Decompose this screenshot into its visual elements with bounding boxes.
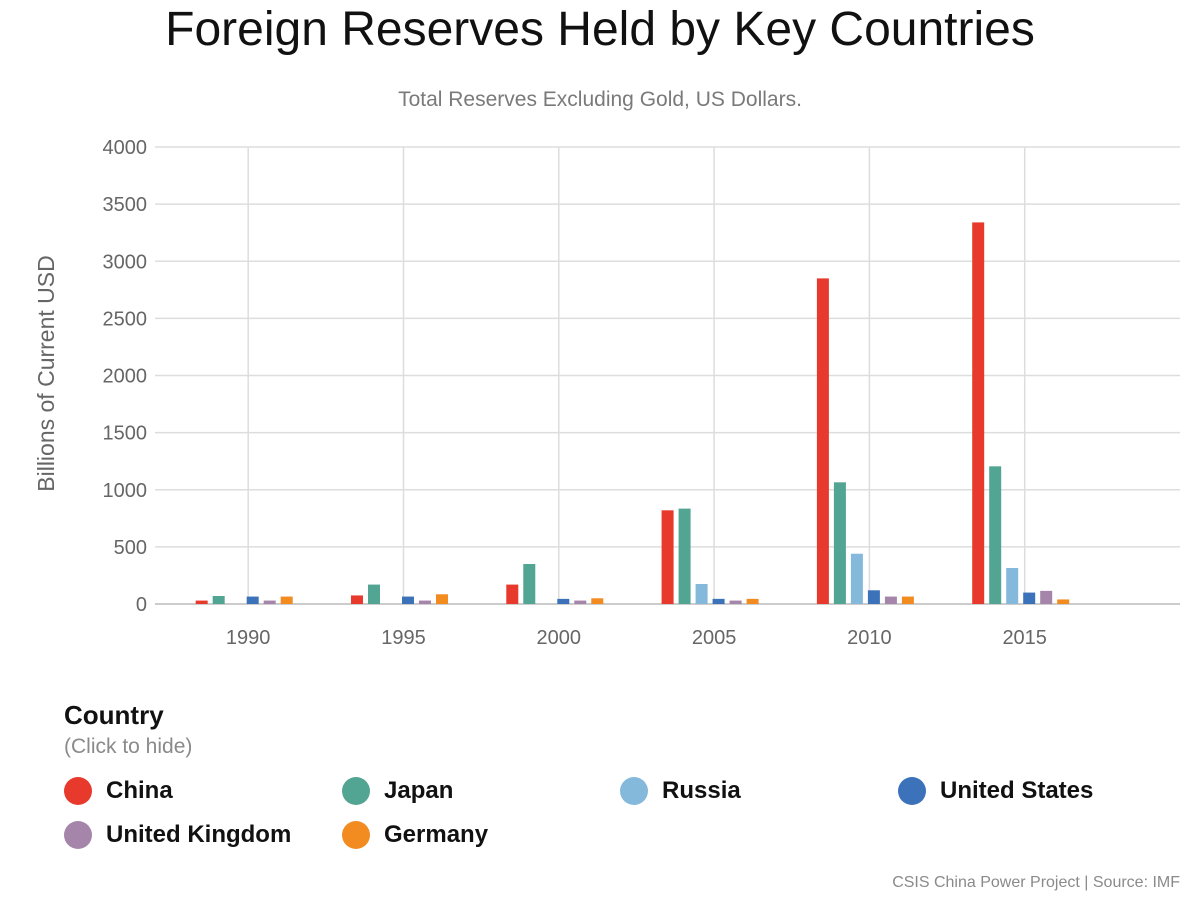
legend-label: United Kingdom — [106, 821, 292, 848]
bar-china-2000[interactable] — [506, 584, 519, 604]
y-tick-label: 500 — [114, 537, 147, 559]
chart-title: Foreign Reserves Held by Key Countries — [165, 3, 1035, 56]
legend-swatch — [64, 821, 92, 849]
bar-united-kingdom-2010[interactable] — [884, 596, 897, 604]
bars — [195, 222, 1070, 604]
x-tick-label: 1990 — [226, 627, 271, 649]
chart-subtitle: Total Reserves Excluding Gold, US Dollar… — [398, 88, 802, 111]
legend-swatch — [342, 777, 370, 805]
x-tick-label: 2015 — [1002, 627, 1047, 649]
bar-germany-1990[interactable] — [280, 596, 293, 604]
bar-united-states-2005[interactable] — [712, 598, 725, 604]
y-axis-title: Billions of Current USD — [33, 255, 59, 491]
legend-label: Russia — [662, 777, 741, 804]
bar-united-states-2000[interactable] — [557, 598, 570, 604]
bar-china-1990[interactable] — [195, 600, 208, 604]
x-axis-ticks: 1990 1995 2000 2005 2010 2015 — [226, 627, 1047, 649]
bar-japan-2000[interactable] — [523, 564, 536, 604]
bar-japan-1995[interactable] — [367, 584, 380, 604]
legend-title: Country — [64, 700, 164, 730]
bar-germany-2005[interactable] — [746, 598, 759, 604]
bar-germany-2015[interactable] — [1057, 599, 1070, 604]
y-tick-label: 0 — [136, 594, 147, 616]
bar-china-1995[interactable] — [350, 595, 363, 604]
legend-hint: (Click to hide) — [64, 735, 193, 758]
x-tick-label: 2005 — [692, 627, 737, 649]
legend-swatch — [64, 777, 92, 805]
y-tick-label: 3500 — [103, 194, 148, 216]
legend-label: Japan — [384, 777, 454, 804]
bar-japan-1990[interactable] — [212, 596, 225, 604]
y-tick-label: 3000 — [103, 251, 148, 273]
legend-item-united-kingdom[interactable]: United Kingdom — [64, 820, 291, 850]
x-tick-label: 2010 — [847, 627, 892, 649]
legend-item-germany[interactable]: Germany — [342, 820, 488, 850]
bar-united-kingdom-1990[interactable] — [263, 600, 276, 604]
legend-item-japan[interactable]: Japan — [342, 776, 453, 806]
bar-russia-2015[interactable] — [1006, 568, 1019, 604]
y-tick-label: 1000 — [103, 480, 148, 502]
legend-item-united-states[interactable]: United States — [898, 776, 1093, 806]
bar-russia-2010[interactable] — [850, 553, 863, 604]
bar-united-states-2015[interactable] — [1023, 592, 1036, 604]
bar-china-2005[interactable] — [661, 510, 674, 604]
bar-united-kingdom-1995[interactable] — [418, 600, 431, 604]
y-tick-label: 2000 — [103, 366, 148, 388]
legend-swatch — [620, 777, 648, 805]
bar-russia-2005[interactable] — [695, 584, 708, 604]
y-tick-label: 2500 — [103, 308, 148, 330]
bar-china-2010[interactable] — [816, 278, 829, 604]
x-tick-label: 2000 — [537, 627, 582, 649]
bar-united-kingdom-2005[interactable] — [729, 600, 742, 604]
bar-japan-2010[interactable] — [833, 482, 846, 604]
legend-label: Germany — [384, 821, 489, 848]
bar-united-kingdom-2015[interactable] — [1040, 590, 1053, 604]
bar-japan-2015[interactable] — [989, 466, 1002, 604]
bar-germany-1995[interactable] — [435, 594, 448, 604]
bar-united-states-2010[interactable] — [867, 590, 880, 604]
source-credit: CSIS China Power Project | Source: IMF — [892, 874, 1180, 891]
y-tick-label: 1500 — [103, 423, 148, 445]
legend-label: United States — [940, 777, 1094, 804]
y-tick-label: 4000 — [103, 137, 148, 159]
legend-swatch — [342, 821, 370, 849]
legend-label: China — [106, 777, 173, 804]
bar-germany-2010[interactable] — [901, 596, 914, 604]
bar-united-kingdom-2000[interactable] — [574, 600, 587, 604]
bar-germany-2000[interactable] — [591, 598, 604, 604]
x-tick-label: 1995 — [381, 627, 426, 649]
legend-item-russia[interactable]: Russia — [620, 776, 741, 806]
y-axis-ticks: 0 500 1000 1500 2000 2500 3000 3500 4000 — [103, 137, 148, 616]
bar-united-states-1995[interactable] — [401, 596, 414, 604]
bar-united-states-1990[interactable] — [246, 596, 259, 604]
bar-japan-2005[interactable] — [678, 508, 691, 604]
legend-swatch — [898, 777, 926, 805]
legend-item-china[interactable]: China — [64, 776, 173, 806]
bar-china-2015[interactable] — [972, 222, 985, 604]
